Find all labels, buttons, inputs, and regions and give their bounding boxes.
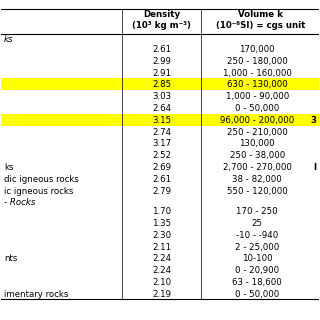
Text: 2.69: 2.69 <box>152 163 171 172</box>
Text: 2.74: 2.74 <box>152 128 171 137</box>
Bar <box>1 114 319 125</box>
Text: 630 - 130,000: 630 - 130,000 <box>227 80 288 90</box>
Text: 2.91: 2.91 <box>152 69 171 78</box>
Text: 2.61: 2.61 <box>152 175 171 184</box>
Text: 38 - 82,000: 38 - 82,000 <box>232 175 282 184</box>
Text: 130,000: 130,000 <box>239 140 275 148</box>
Text: ks: ks <box>4 163 13 172</box>
Text: 2.79: 2.79 <box>152 187 171 196</box>
Text: 2.52: 2.52 <box>152 151 171 160</box>
Text: 1,000 - 160,000: 1,000 - 160,000 <box>223 69 292 78</box>
Text: 170 - 250: 170 - 250 <box>236 207 278 216</box>
Text: I: I <box>313 163 316 172</box>
Text: 2.19: 2.19 <box>152 290 171 299</box>
Text: 3.15: 3.15 <box>152 116 171 125</box>
Text: 0 - 50,000: 0 - 50,000 <box>235 290 279 299</box>
Text: -10 - -940: -10 - -940 <box>236 231 278 240</box>
Text: ic igneous rocks: ic igneous rocks <box>4 187 73 196</box>
Text: Density
(10³ kg m⁻³): Density (10³ kg m⁻³) <box>132 10 191 30</box>
Text: 2.64: 2.64 <box>152 104 171 113</box>
Text: 3.03: 3.03 <box>152 92 171 101</box>
Text: ks: ks <box>4 36 13 44</box>
Text: 1.35: 1.35 <box>152 219 171 228</box>
Text: 250 - 38,000: 250 - 38,000 <box>229 151 285 160</box>
Text: dic igneous rocks: dic igneous rocks <box>4 175 79 184</box>
Text: 3: 3 <box>310 116 316 125</box>
Text: - Rocks: - Rocks <box>4 197 35 207</box>
Text: 2,700 - 270,000: 2,700 - 270,000 <box>223 163 292 172</box>
Text: 1,000 - 90,000: 1,000 - 90,000 <box>226 92 289 101</box>
Text: 1.70: 1.70 <box>152 207 171 216</box>
Text: 2.85: 2.85 <box>152 80 171 90</box>
Text: 25: 25 <box>252 219 263 228</box>
Text: 2.24: 2.24 <box>152 254 171 263</box>
Text: 96,000 - 200,000: 96,000 - 200,000 <box>220 116 294 125</box>
Text: nts: nts <box>4 254 17 263</box>
Text: 2.61: 2.61 <box>152 45 171 54</box>
Text: 2.99: 2.99 <box>152 57 171 66</box>
Text: 63 - 18,600: 63 - 18,600 <box>232 278 282 287</box>
Text: 3.17: 3.17 <box>152 140 171 148</box>
Text: 2.24: 2.24 <box>152 266 171 275</box>
Text: 10-100: 10-100 <box>242 254 273 263</box>
Text: 2 - 25,000: 2 - 25,000 <box>235 243 279 252</box>
Text: 0 - 50,000: 0 - 50,000 <box>235 104 279 113</box>
Bar <box>1 78 319 90</box>
Text: 2.11: 2.11 <box>152 243 171 252</box>
Text: 250 - 210,000: 250 - 210,000 <box>227 128 288 137</box>
Text: 0 - 20,900: 0 - 20,900 <box>235 266 279 275</box>
Text: Volume k
(10⁻⁶SI) = cgs unit: Volume k (10⁻⁶SI) = cgs unit <box>216 10 305 30</box>
Text: 2.10: 2.10 <box>152 278 171 287</box>
Text: 550 - 120,000: 550 - 120,000 <box>227 187 288 196</box>
Text: 170,000: 170,000 <box>239 45 275 54</box>
Text: imentary rocks: imentary rocks <box>4 290 68 299</box>
Text: 2.30: 2.30 <box>152 231 171 240</box>
Text: 250 - 180,000: 250 - 180,000 <box>227 57 288 66</box>
